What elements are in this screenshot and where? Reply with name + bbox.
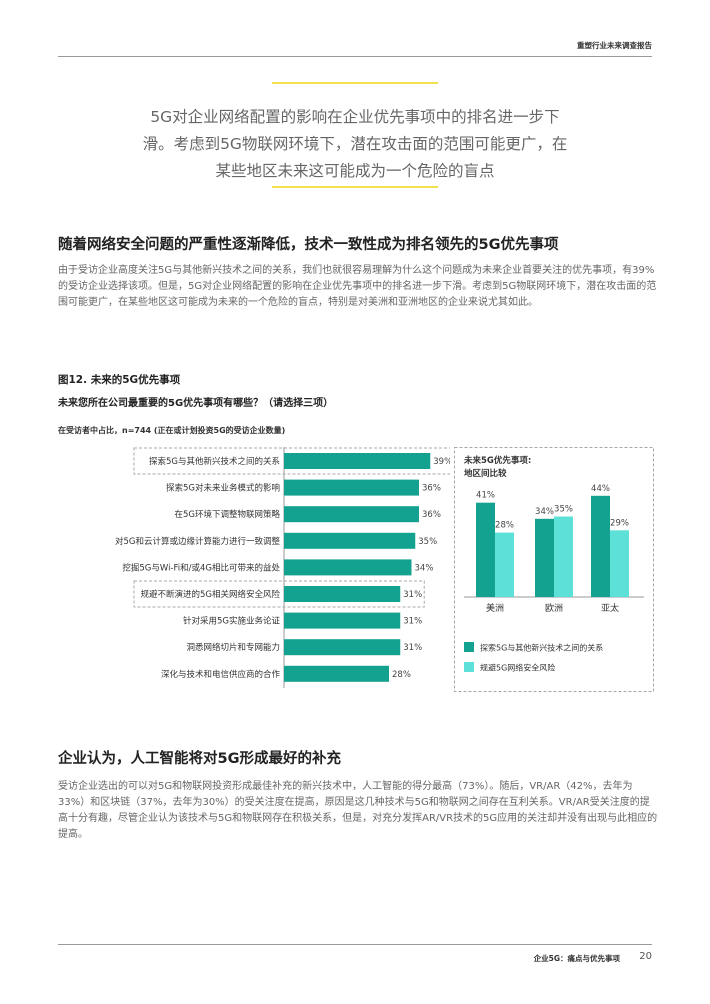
bar-category-label: 针对采用5G实施业务论证 [183,616,280,627]
footer-divider [58,944,652,945]
bar-value-label: 35% [418,537,437,547]
region-bar [535,518,554,597]
region-category-label: 美洲 [486,602,504,614]
bar-value-label: 31% [403,643,422,653]
bar-value-label: 36% [422,510,441,520]
bar-category-label: 探索5G对未来业务模式的影响 [166,483,280,494]
section2-heading: 企业认为，人工智能将对5G形成最好的补充 [58,751,341,767]
section2-body: 受访企业选出的可以对5G和物联网投资形成最佳补充的新兴技术中，人工智能的得分最高… [58,781,658,840]
region-bar-value: 41% [476,491,495,501]
bar-value-label: 31% [403,590,422,600]
bar-value-label: 39% [433,457,450,467]
bar-category-label: 深化与技术和电信供应商的合作 [161,669,281,680]
region-bar-value: 44% [591,484,610,494]
bar-category-label: 在5G环境下调整物联网策略 [175,509,281,520]
priorities-bar-chart: 探索5G与其他新兴技术之间的关系 39% 探索5G对未来业务模式的影响 36% 在5G环… [115,447,450,688]
quote-bottom-rule [272,186,438,188]
bar [284,453,431,469]
bar-category-label: 洞悉网络切片和专网能力 [186,642,280,653]
bar-category-label: 挖掘5G与Wi-Fi和/或4G相比可带来的益处 [122,562,280,573]
bar [284,532,416,549]
report-title: 重塑行业未来调查报告 [577,41,652,50]
highlight-box [133,447,450,475]
figure-title: 图12. 未来的5G优先事项 [58,374,181,386]
legend-swatch [464,642,474,652]
region-category-label: 亚太 [601,602,619,614]
header-divider [58,56,652,57]
region-bar-value: 28% [495,521,514,531]
bar-value-label: 28% [392,670,411,680]
bar [284,506,419,523]
page-number: 20 [639,951,652,962]
region-bar-value: 29% [610,518,629,528]
region-bar [554,516,573,597]
region-bar [476,502,495,597]
figure-basis: 在受访者中占比，n=744 (正在或计划投资5G的受访企业数量) [58,426,286,435]
pull-quote-line: 5G对企业网络配置的影响在企业优先事项中的排名进一步下 [150,108,560,126]
pull-quote-line: 某些地区未来这可能成为一个危险的盲点 [215,162,495,180]
bar [284,639,401,656]
regional-comparison-chart: 未来5G优先事项: 地区间比较 41% 28% 美洲 34% 35% 欧洲 44% 29% 亚太探索… [454,447,654,692]
section1-heading: 随着网络安全问题的严重性逐渐降低，技术一致性成为排名领先的5G优先事项 [58,237,559,253]
bar-value-label: 36% [422,484,441,494]
legend-label: 探索5G与其他新兴技术之间的关系 [480,643,603,653]
pull-quote-line: 滑。考虑到5G物联网环境下，潜在攻击面的范围可能更广，在 [142,135,568,153]
region-bar [495,532,514,597]
pull-quote: 5G对企业网络配置的影响在企业优先事项中的排名进一步下 滑。考虑到5G物联网环境… [110,104,600,185]
bar [284,586,401,602]
region-panel-border [454,447,654,692]
legend-swatch [464,662,474,672]
region-bar [591,495,610,597]
region-category-label: 欧洲 [545,602,563,614]
bar [284,665,389,682]
bar [284,479,419,496]
region-chart-title: 未来5G优先事项: [463,455,531,466]
region-bar [610,530,629,597]
legend-label: 规避5G网络安全风险 [480,663,555,673]
bar-value-label: 34% [415,563,434,573]
bar-value-label: 31% [403,617,422,627]
highlight-box [133,580,425,608]
bar-category-label: 规避不断演进的5G相关网络安全风险 [141,589,281,600]
region-chart-subtitle: 地区间比较 [464,468,507,479]
footer-section-title: 企业5G：痛点与优先事项 [533,954,620,963]
quote-top-rule [272,82,438,84]
region-bar-value: 34% [535,507,554,517]
section1-body: 由于受访企业高度关注5G与其他新兴技术之间的关系，我们也就很容易理解为什么这个问… [58,265,657,308]
bar-category-label: 对5G和云计算或边缘计算能力进行一致调整 [115,536,280,547]
bar [284,559,412,576]
figure-question: 未来您所在公司最重要的5G优先事项有哪些？（请选择三项） [58,398,334,409]
region-bar-value: 35% [554,505,573,515]
bar [284,612,401,629]
bar-category-label: 探索5G与其他新兴技术之间的关系 [149,456,280,467]
